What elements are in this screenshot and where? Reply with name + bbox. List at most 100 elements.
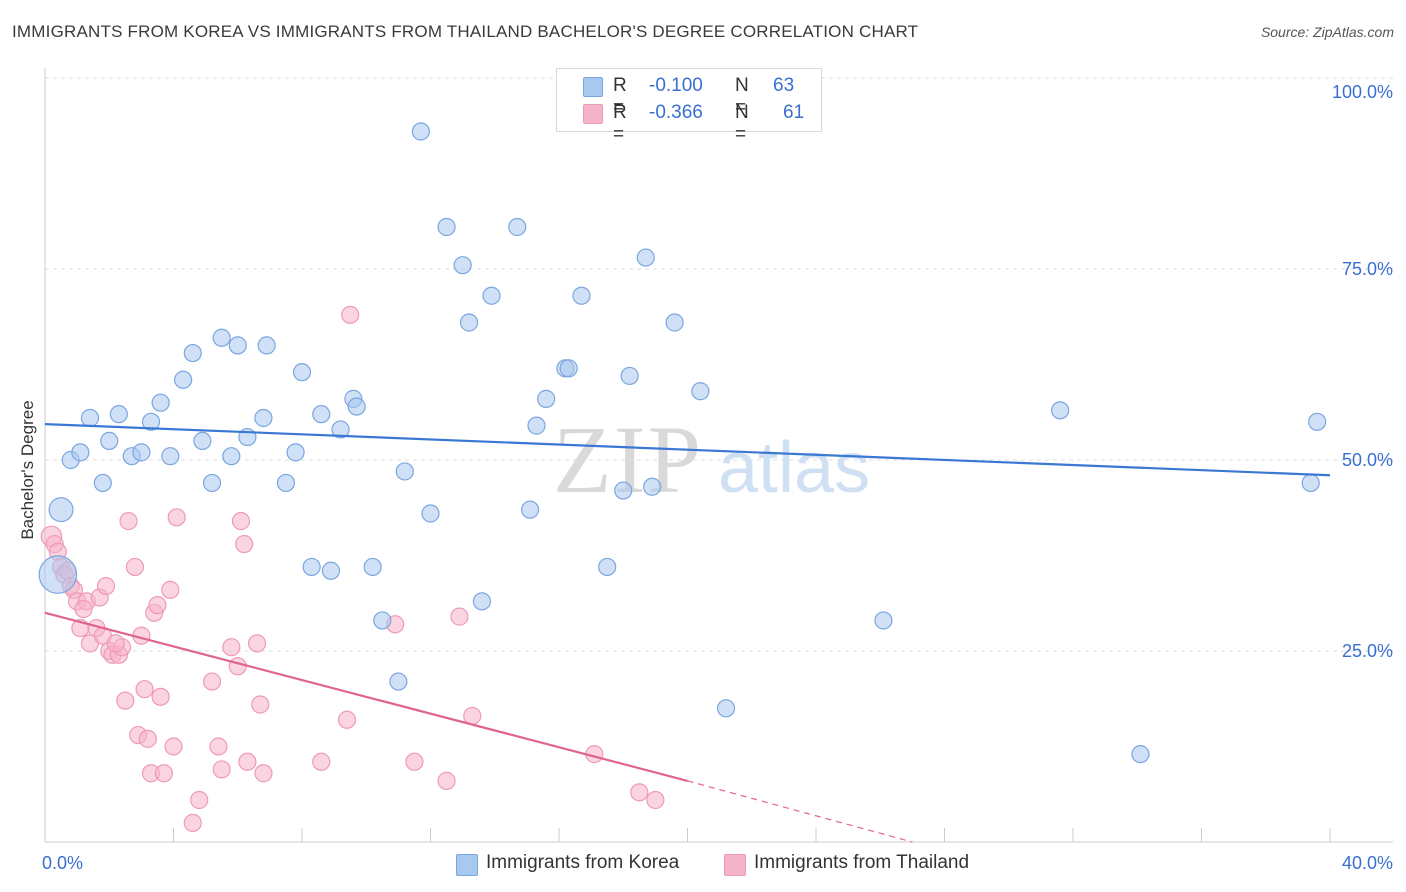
korea-point bbox=[1051, 401, 1070, 420]
korea-point bbox=[716, 699, 736, 718]
thailand-point bbox=[138, 729, 157, 748]
thailand-point bbox=[151, 687, 170, 706]
korea-point bbox=[421, 504, 440, 523]
korea-point bbox=[537, 389, 556, 408]
korea-point bbox=[411, 122, 430, 141]
thailand-point bbox=[167, 508, 186, 527]
x-tick-label-min: 0.0% bbox=[42, 853, 83, 873]
korea-point bbox=[109, 405, 128, 424]
thailand-point bbox=[337, 710, 357, 729]
thailand-trend-line bbox=[44, 611, 688, 782]
korea-point bbox=[614, 481, 633, 500]
thailand-point bbox=[116, 691, 135, 710]
korea-point bbox=[437, 217, 456, 237]
thailand-point bbox=[630, 783, 649, 802]
legend-swatch-korea bbox=[583, 77, 603, 97]
korea-point bbox=[453, 256, 472, 275]
thailand-point bbox=[74, 599, 93, 619]
legend-swatch-thailand bbox=[583, 104, 603, 124]
axes-layer bbox=[44, 68, 1393, 843]
legend-r-label: R = bbox=[613, 102, 627, 145]
korea-point bbox=[389, 672, 408, 691]
thailand-point bbox=[235, 534, 254, 554]
bottom-legend-label-thailand: Immigrants from Thailand bbox=[754, 852, 970, 873]
watermark: ZIP atlas bbox=[553, 406, 870, 513]
thailand-point bbox=[154, 764, 173, 783]
y-axis-label: Bachelor's Degree bbox=[18, 400, 37, 540]
thailand-point bbox=[247, 634, 267, 653]
korea-point bbox=[643, 477, 662, 496]
legend-n-value: 61 bbox=[783, 102, 805, 123]
grid-layer bbox=[45, 77, 1393, 652]
thailand-point bbox=[119, 512, 138, 531]
thailand-point bbox=[202, 672, 222, 691]
thailand-trend-extension bbox=[687, 780, 913, 843]
korea-point bbox=[373, 611, 392, 630]
korea-point bbox=[598, 557, 617, 577]
y-tick-label: 25.0% bbox=[1342, 641, 1393, 661]
legend-n-label: N = bbox=[735, 75, 749, 118]
thailand-point bbox=[209, 737, 228, 756]
thailand-point bbox=[164, 737, 183, 756]
correlation-legend: R = -0.100 N = 63 R = -0.366 N = 61 bbox=[556, 68, 822, 145]
korea-point bbox=[331, 420, 350, 439]
korea-point bbox=[193, 431, 212, 450]
thailand-point bbox=[148, 596, 167, 615]
korea-point bbox=[559, 359, 578, 378]
korea-point bbox=[1301, 473, 1320, 493]
korea-point bbox=[174, 370, 193, 389]
thailand-point bbox=[437, 771, 456, 790]
korea-point bbox=[80, 408, 100, 428]
y-tick-label: 100.0% bbox=[1332, 82, 1393, 102]
korea-point bbox=[151, 393, 170, 412]
thailand-point bbox=[231, 512, 251, 531]
korea-point bbox=[132, 443, 151, 462]
korea-point bbox=[520, 500, 540, 519]
korea-point bbox=[286, 443, 305, 462]
korea-point bbox=[395, 462, 414, 481]
korea-point bbox=[1308, 412, 1327, 431]
legend-r-label: R = bbox=[613, 75, 627, 118]
korea-point bbox=[620, 366, 639, 386]
korea-point bbox=[459, 313, 479, 332]
korea-point bbox=[482, 286, 501, 305]
korea-point bbox=[276, 473, 296, 493]
korea-point bbox=[222, 447, 241, 466]
thailand-point bbox=[222, 638, 241, 657]
thailand-point bbox=[254, 764, 273, 783]
series-korea bbox=[38, 122, 1327, 764]
korea-point bbox=[212, 328, 231, 347]
bottom-legend-swatch-korea bbox=[456, 854, 478, 876]
thailand-point bbox=[183, 813, 202, 833]
watermark-atlas: atlas bbox=[718, 428, 870, 508]
legend-n-value: 63 bbox=[773, 75, 795, 96]
thailand-point bbox=[190, 790, 209, 810]
korea-point bbox=[636, 248, 655, 267]
legend-r-value: -0.100 bbox=[649, 75, 703, 96]
bottom-legend-label-korea: Immigrants from Korea bbox=[486, 852, 680, 873]
chart-title: IMMIGRANTS FROM KOREA VS IMMIGRANTS FROM… bbox=[12, 22, 919, 41]
korea-point bbox=[202, 473, 222, 493]
korea-point bbox=[665, 313, 684, 332]
y-tick-label: 50.0% bbox=[1342, 450, 1393, 470]
korea-point bbox=[527, 416, 546, 435]
thailand-point bbox=[125, 557, 145, 577]
korea-point bbox=[321, 561, 341, 580]
thailand-point bbox=[161, 580, 180, 599]
korea-point bbox=[257, 336, 276, 355]
thailand-point bbox=[96, 576, 116, 596]
thailand-point bbox=[450, 607, 469, 626]
korea-point bbox=[100, 431, 119, 450]
korea-point bbox=[228, 336, 247, 355]
korea-point bbox=[254, 408, 273, 428]
thailand-point bbox=[228, 657, 247, 676]
thailand-point bbox=[135, 680, 154, 699]
thailand-point bbox=[341, 305, 360, 324]
thailand-point bbox=[238, 752, 257, 771]
thailand-point bbox=[405, 752, 424, 771]
korea-point bbox=[141, 412, 161, 431]
korea-point bbox=[347, 397, 366, 416]
korea-point bbox=[572, 286, 591, 305]
korea-point bbox=[292, 363, 312, 382]
